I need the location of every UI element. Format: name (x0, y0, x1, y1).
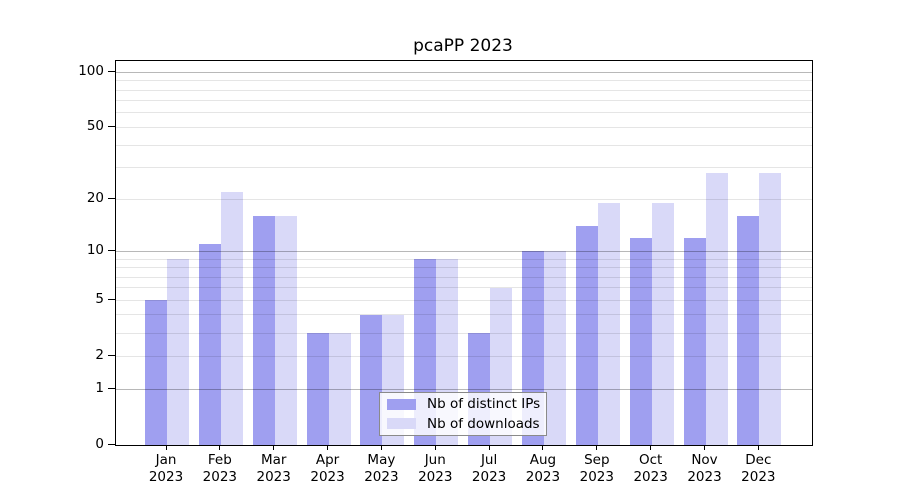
x-label-year: 2023 (633, 469, 668, 485)
x-axis-tick-label: Jun 2023 (407, 452, 463, 486)
legend-swatch-distinct-ips (387, 398, 416, 410)
bar-distinct-ips-apr (306, 333, 329, 445)
x-label-year: 2023 (687, 469, 722, 485)
y-axis-tick (108, 354, 115, 356)
bar-downloads-dec (759, 173, 782, 445)
x-label-month: Jul (480, 452, 498, 468)
x-label-year: 2023 (364, 469, 399, 485)
y-axis-tick-label: 2 (95, 347, 104, 364)
x-label-month: Dec (745, 452, 772, 468)
y-axis-tick (108, 387, 115, 389)
x-label-month: Jan (155, 452, 177, 468)
x-label-month: Nov (691, 452, 718, 468)
x-label-year: 2023 (471, 469, 507, 485)
x-label-month: Aug (529, 452, 557, 468)
x-label-year: 2023 (525, 469, 561, 485)
y-axis-tick-label: 100 (78, 63, 104, 80)
x-axis-tick-label: Dec 2023 (730, 452, 786, 486)
legend-row-distinct-ips: Nb of distinct IPs (380, 396, 546, 412)
y-axis-tick (108, 249, 115, 251)
chart-title: pcaPP 2023 (413, 36, 513, 56)
y-axis-tick (108, 125, 115, 127)
x-label-month: Mar (260, 452, 287, 468)
x-axis-tick-label: Mar 2023 (246, 452, 302, 486)
bar-downloads-aug (543, 251, 566, 445)
x-axis-tick-label: Oct 2023 (623, 452, 679, 486)
y-axis-tick-label: 20 (86, 190, 104, 207)
bar-distinct-ips-oct (629, 237, 652, 445)
x-label-month: Apr (315, 452, 340, 468)
y-axis-tick (108, 443, 115, 445)
bar-downloads-feb (220, 191, 243, 445)
x-label-year: 2023 (256, 469, 291, 485)
bar-distinct-ips-sep (575, 226, 598, 445)
plot-area: Nb of distinct IPs Nb of downloads (115, 60, 813, 446)
y-axis-tick (108, 197, 115, 199)
x-label-year: 2023 (310, 469, 345, 485)
x-axis-tick-label: Nov 2023 (677, 452, 733, 486)
y-axis-tick-label: 0 (95, 436, 104, 452)
y-axis-tick-label: 5 (95, 291, 104, 308)
bar-distinct-ips-nov (683, 237, 706, 445)
x-axis-tick-label: Jul 2023 (461, 452, 517, 486)
bars-layer (116, 61, 812, 445)
x-axis-tick-label: Sep 2023 (569, 452, 625, 486)
x-label-year: 2023 (202, 469, 238, 485)
legend-label-downloads: Nb of downloads (427, 415, 540, 432)
x-axis-tick-label: Aug 2023 (515, 452, 571, 486)
bar-distinct-ips-dec (737, 216, 760, 445)
bar-downloads-oct (651, 203, 674, 445)
y-axis-tick (108, 298, 115, 300)
bar-downloads-apr (328, 333, 351, 445)
bar-downloads-sep (597, 203, 620, 445)
x-axis-tick-label: Apr 2023 (300, 452, 356, 486)
bar-distinct-ips-may (360, 315, 383, 445)
bar-distinct-ips-jan (145, 300, 167, 445)
x-label-year: 2023 (579, 469, 614, 485)
x-label-month: Sep (584, 452, 610, 468)
bar-distinct-ips-feb (198, 244, 221, 445)
legend-label-distinct-ips: Nb of distinct IPs (427, 396, 541, 413)
x-label-year: 2023 (741, 469, 776, 485)
bar-downloads-mar (274, 216, 297, 445)
bar-downloads-nov (705, 173, 728, 445)
bar-downloads-jan (167, 259, 189, 445)
x-label-month: May (367, 452, 396, 468)
x-label-year: 2023 (148, 469, 184, 485)
y-axis-tick-label: 50 (86, 118, 104, 135)
legend-row-downloads: Nb of downloads (380, 416, 546, 432)
x-label-month: Oct (638, 452, 663, 468)
x-axis-tick-label: Feb 2023 (192, 452, 248, 486)
legend-swatch-downloads (387, 418, 416, 430)
y-axis-tick-label: 10 (86, 242, 104, 259)
y-axis-tick (108, 70, 115, 72)
legend: Nb of distinct IPs Nb of downloads (379, 392, 547, 436)
y-axis-tick-label: 1 (95, 380, 104, 396)
x-label-month: Jun (424, 452, 446, 468)
x-label-year: 2023 (418, 469, 453, 485)
bar-distinct-ips-mar (252, 216, 275, 445)
x-axis-tick-label: May 2023 (353, 452, 409, 486)
x-axis-tick-label: Jan 2023 (138, 452, 194, 486)
x-label-month: Feb (207, 452, 232, 468)
